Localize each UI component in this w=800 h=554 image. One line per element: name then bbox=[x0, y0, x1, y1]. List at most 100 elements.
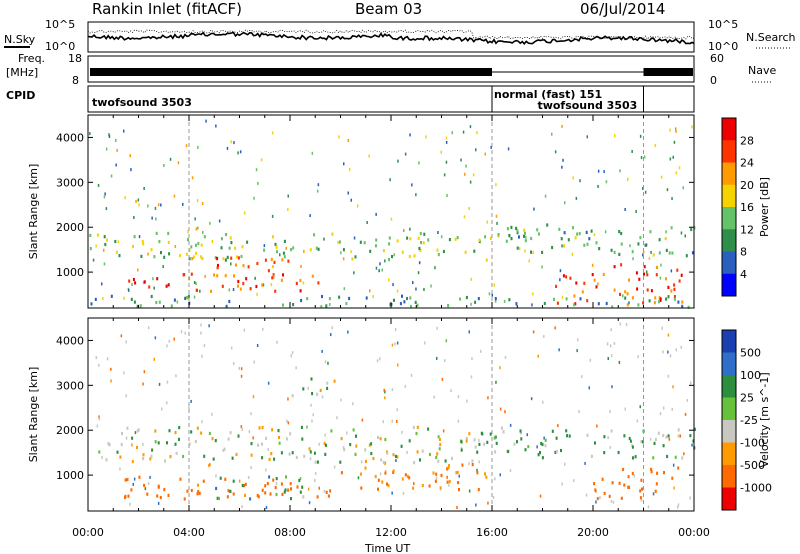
velocity-echo-cell bbox=[386, 482, 388, 486]
velocity-echo-cell bbox=[623, 483, 626, 487]
power-echo-cell bbox=[237, 284, 239, 288]
velocity-echo-cell bbox=[107, 442, 110, 446]
velocity-echo-cell bbox=[468, 489, 471, 493]
power-echo-cell bbox=[104, 192, 106, 196]
velocity-echo-cell bbox=[339, 460, 342, 464]
velocity-echo-cell bbox=[291, 351, 294, 355]
power-echo-cell bbox=[255, 168, 258, 172]
velocity-echo-cell bbox=[370, 442, 373, 446]
power-background bbox=[88, 115, 694, 308]
velocity-echo-cell bbox=[468, 462, 470, 466]
power-echo-cell bbox=[167, 283, 170, 287]
velocity-echo-cell bbox=[265, 436, 268, 440]
power-echo-cell bbox=[656, 265, 658, 270]
velocity-echo-cell bbox=[613, 341, 616, 345]
velocity-echo-cell bbox=[543, 335, 545, 338]
power-echo-cell bbox=[459, 297, 462, 301]
power-echo-cell bbox=[488, 292, 491, 296]
velocity-echo-cell bbox=[237, 434, 240, 438]
power-echo-cell bbox=[323, 237, 325, 241]
power-echo-cell bbox=[272, 235, 274, 239]
velocity-echo-cell bbox=[291, 394, 294, 398]
velocity-echo-cell bbox=[681, 456, 684, 460]
power-echo-cell bbox=[628, 278, 630, 282]
power-echo-cell bbox=[408, 254, 411, 259]
power-echo-cell bbox=[177, 161, 180, 165]
power-echo-cell bbox=[249, 287, 252, 291]
velocity-echo-cell bbox=[276, 340, 278, 344]
nave-tick-bottom: 0 bbox=[710, 74, 717, 87]
power-echo-cell bbox=[134, 281, 137, 285]
velocity-echo-cell bbox=[457, 419, 460, 423]
velocity-echo-cell bbox=[374, 474, 377, 479]
power-echo-cell bbox=[674, 127, 677, 131]
power-echo-cell bbox=[103, 235, 106, 239]
power-echo-cell bbox=[516, 246, 519, 250]
velocity-echo-cell bbox=[357, 476, 360, 480]
velocity-colorbar-swatch bbox=[722, 397, 736, 421]
power-echo-cell bbox=[494, 297, 497, 301]
velocity-echo-cell bbox=[274, 486, 277, 490]
velocity-echo-cell bbox=[359, 472, 362, 476]
power-colorbar-tick-label: 12 bbox=[740, 223, 754, 236]
velocity-echo-cell bbox=[652, 456, 655, 460]
velocity-echo-cell bbox=[474, 445, 477, 449]
power-echo-cell bbox=[92, 258, 95, 262]
power-echo-cell bbox=[642, 253, 644, 257]
power-echo-cell bbox=[110, 174, 113, 178]
power-colorbar-tick-label: 8 bbox=[740, 246, 747, 259]
velocity-echo-cell bbox=[612, 500, 615, 504]
velocity-echo-cell bbox=[440, 473, 443, 478]
velocity-echo-cell bbox=[275, 492, 278, 497]
velocity-echo-cell bbox=[611, 354, 613, 358]
velocity-echo-cell bbox=[240, 425, 243, 429]
velocity-echo-cell bbox=[611, 481, 614, 485]
power-echo-cell bbox=[160, 203, 162, 207]
velocity-echo-cell bbox=[516, 440, 518, 444]
velocity-echo-cell bbox=[368, 443, 371, 447]
velocity-echo-cell bbox=[256, 344, 259, 347]
power-echo-cell bbox=[342, 248, 345, 252]
power-echo-cell bbox=[565, 297, 568, 301]
power-echo-cell bbox=[516, 231, 519, 235]
power-echo-cell bbox=[665, 297, 668, 301]
velocity-echo-cell bbox=[198, 491, 201, 495]
power-echo-cell bbox=[563, 244, 565, 248]
power-echo-cell bbox=[484, 152, 486, 156]
power-echo-cell bbox=[658, 251, 661, 255]
power-echo-cell bbox=[156, 277, 159, 281]
power-colorbar-swatch bbox=[722, 229, 736, 252]
velocity-echo-cell bbox=[618, 360, 621, 364]
power-echo-cell bbox=[138, 203, 140, 207]
power-colorbar-tick-label: 20 bbox=[740, 179, 754, 192]
velocity-echo-cell bbox=[653, 441, 656, 445]
velocity-echo-cell bbox=[493, 436, 496, 440]
velocity-echo-cell bbox=[457, 395, 460, 399]
velocity-echo-cell bbox=[652, 492, 655, 496]
velocity-echo-cell bbox=[404, 473, 407, 477]
power-echo-cell bbox=[260, 158, 263, 162]
power-echo-cell bbox=[340, 251, 342, 255]
velocity-echo-cell bbox=[257, 495, 260, 499]
power-echo-cell bbox=[448, 238, 451, 242]
power-echo-cell bbox=[678, 279, 681, 283]
velocity-echo-cell bbox=[478, 442, 481, 446]
power-echo-cell bbox=[418, 246, 421, 251]
velocity-echo-cell bbox=[157, 501, 160, 505]
velocity-echo-cell bbox=[565, 429, 568, 433]
velocity-echo-cell bbox=[509, 423, 512, 427]
velocity-echo-cell bbox=[619, 322, 622, 326]
velocity-echo-cell bbox=[327, 494, 330, 498]
velocity-echo-cell bbox=[395, 459, 397, 462]
power-echo-cell bbox=[667, 295, 670, 299]
velocity-echo-cell bbox=[421, 483, 424, 488]
power-echo-cell bbox=[356, 204, 359, 208]
power-echo-cell bbox=[228, 246, 231, 250]
velocity-echo-cell bbox=[391, 419, 394, 423]
power-echo-cell bbox=[493, 283, 495, 287]
velocity-echo-cell bbox=[384, 471, 387, 475]
power-echo-cell bbox=[569, 276, 572, 280]
power-echo-cell bbox=[558, 227, 561, 231]
power-echo-cell bbox=[350, 198, 352, 202]
noise-tick-top-left: 10^5 bbox=[45, 18, 75, 31]
